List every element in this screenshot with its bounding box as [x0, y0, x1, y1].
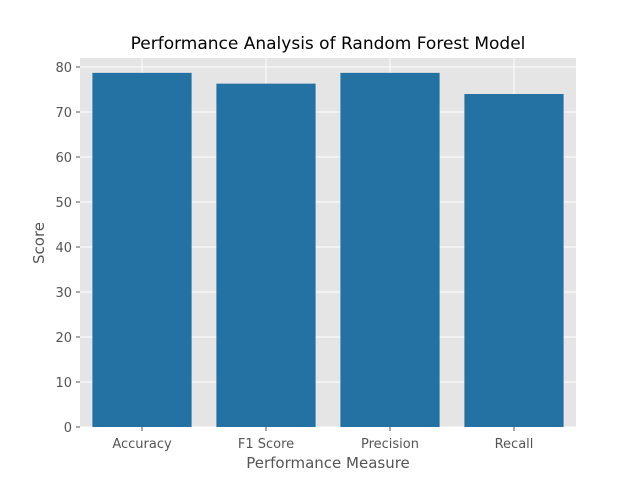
x-tick-label: F1 Score: [238, 437, 294, 452]
y-tick-labels: 0 10 20 30 40 50 60 70 80: [55, 61, 80, 436]
y-tick-label: 50: [55, 196, 72, 211]
y-tick-label: 20: [55, 331, 72, 346]
bars: [92, 72, 564, 428]
bar-precision: [340, 72, 440, 427]
y-tick-label: 0: [64, 421, 72, 436]
chart-title: Performance Analysis of Random Forest Mo…: [131, 34, 526, 54]
y-tick-label: 40: [55, 241, 72, 256]
y-tick-label: 70: [55, 106, 72, 121]
bar-recall: [464, 94, 564, 427]
x-tick-label: Accuracy: [112, 437, 172, 452]
bar-accuracy: [92, 72, 192, 427]
y-tick-label: 30: [55, 286, 72, 301]
y-axis-label: Score: [30, 222, 48, 264]
bar-f1-score: [216, 83, 316, 428]
x-tick-labels: Accuracy F1 Score Precision Recall: [112, 427, 533, 452]
x-tick-label: Precision: [361, 437, 419, 452]
y-tick-label: 80: [55, 61, 72, 76]
y-tick-label: 60: [55, 151, 72, 166]
x-tick-label: Recall: [495, 437, 534, 452]
x-axis-label: Performance Measure: [246, 454, 410, 472]
y-tick-label: 10: [55, 376, 72, 391]
